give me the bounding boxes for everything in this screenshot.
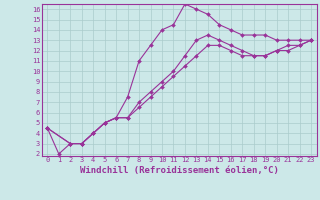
X-axis label: Windchill (Refroidissement éolien,°C): Windchill (Refroidissement éolien,°C): [80, 166, 279, 175]
